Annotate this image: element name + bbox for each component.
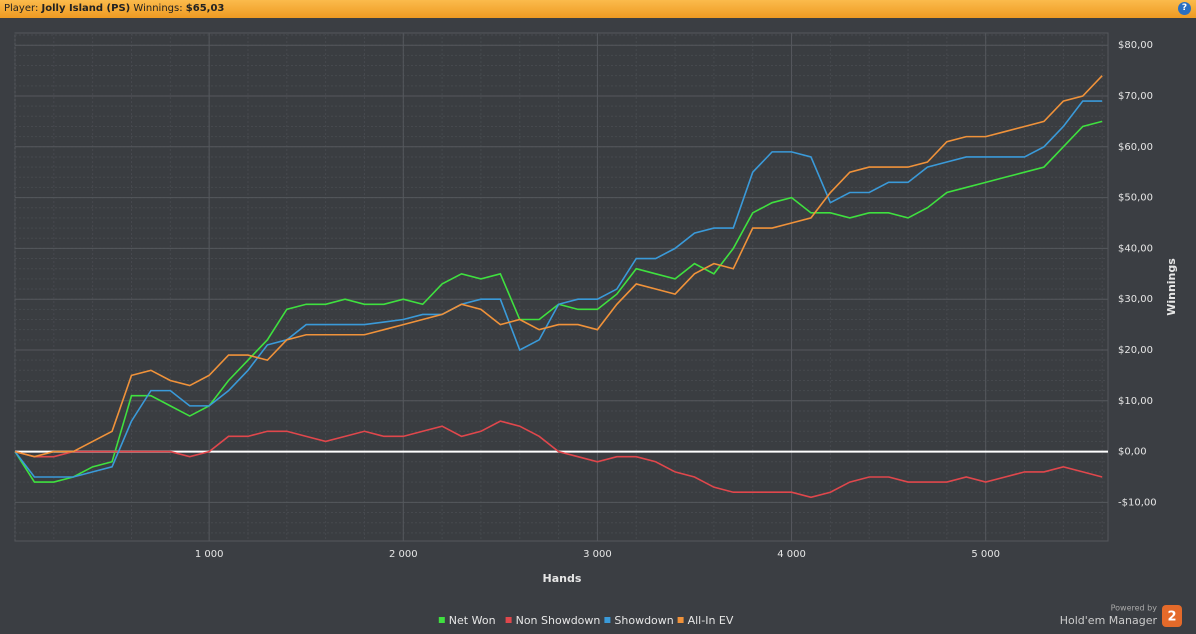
x-tick-label: 1 000 [195, 549, 224, 560]
help-button[interactable]: ? [1178, 2, 1191, 15]
series-line [14, 420, 1103, 499]
legend: Net Won Non Showdown Showdown All-In EV [438, 614, 734, 627]
y-tick-label: $20,00 [1118, 345, 1153, 356]
player-label: Player: [4, 3, 39, 14]
winnings-label: Winnings: [133, 3, 183, 14]
legend-swatch [604, 617, 611, 623]
legend-label: Showdown [614, 614, 673, 627]
player: Jolly Island (PS) [41, 3, 131, 14]
brand-badge [1162, 605, 1182, 627]
y-tick-label: $30,00 [1118, 294, 1153, 305]
series-line [14, 100, 1103, 478]
y-tick-label: -$10,00 [1118, 497, 1157, 508]
series-line [14, 75, 1103, 458]
x-tick-label: 5 000 [971, 549, 1000, 560]
powered-by: Powered by [1111, 604, 1158, 613]
legend-label: Net Won [449, 614, 496, 627]
y-tick-label: $0,00 [1118, 447, 1147, 458]
x-tick-label: 3 000 [583, 549, 612, 560]
y-tick-label: $10,00 [1118, 396, 1153, 407]
brand-badge-text: 2 [1167, 610, 1176, 625]
legend-swatch [677, 617, 684, 623]
x-axis-title: Hands [543, 572, 582, 585]
header-bar: Player: Jolly Island (PS) Winnings: $65,… [0, 0, 1196, 18]
y-tick-label: $50,00 [1118, 193, 1153, 204]
y-tick-label: $70,00 [1118, 91, 1153, 102]
legend-label: All-In EV [688, 614, 734, 627]
brand: Hold'em Manager [1060, 614, 1158, 627]
legend-swatch [438, 617, 445, 623]
plot-area [14, 32, 1109, 542]
winnings: $65,03 [185, 3, 225, 14]
y-tick-label: $60,00 [1118, 142, 1153, 153]
y-tick-label: $40,00 [1118, 243, 1153, 254]
x-tick-label: 4 000 [777, 549, 806, 560]
y-tick-label: $80,00 [1118, 40, 1153, 51]
chart: Hands Winnings Powered by Hold'em Manage… [14, 32, 1182, 627]
legend-label: Non Showdown [516, 614, 601, 627]
legend-swatch [505, 617, 512, 623]
y-axis-title: Winnings [1165, 258, 1178, 316]
x-tick-label: 2 000 [389, 549, 418, 560]
